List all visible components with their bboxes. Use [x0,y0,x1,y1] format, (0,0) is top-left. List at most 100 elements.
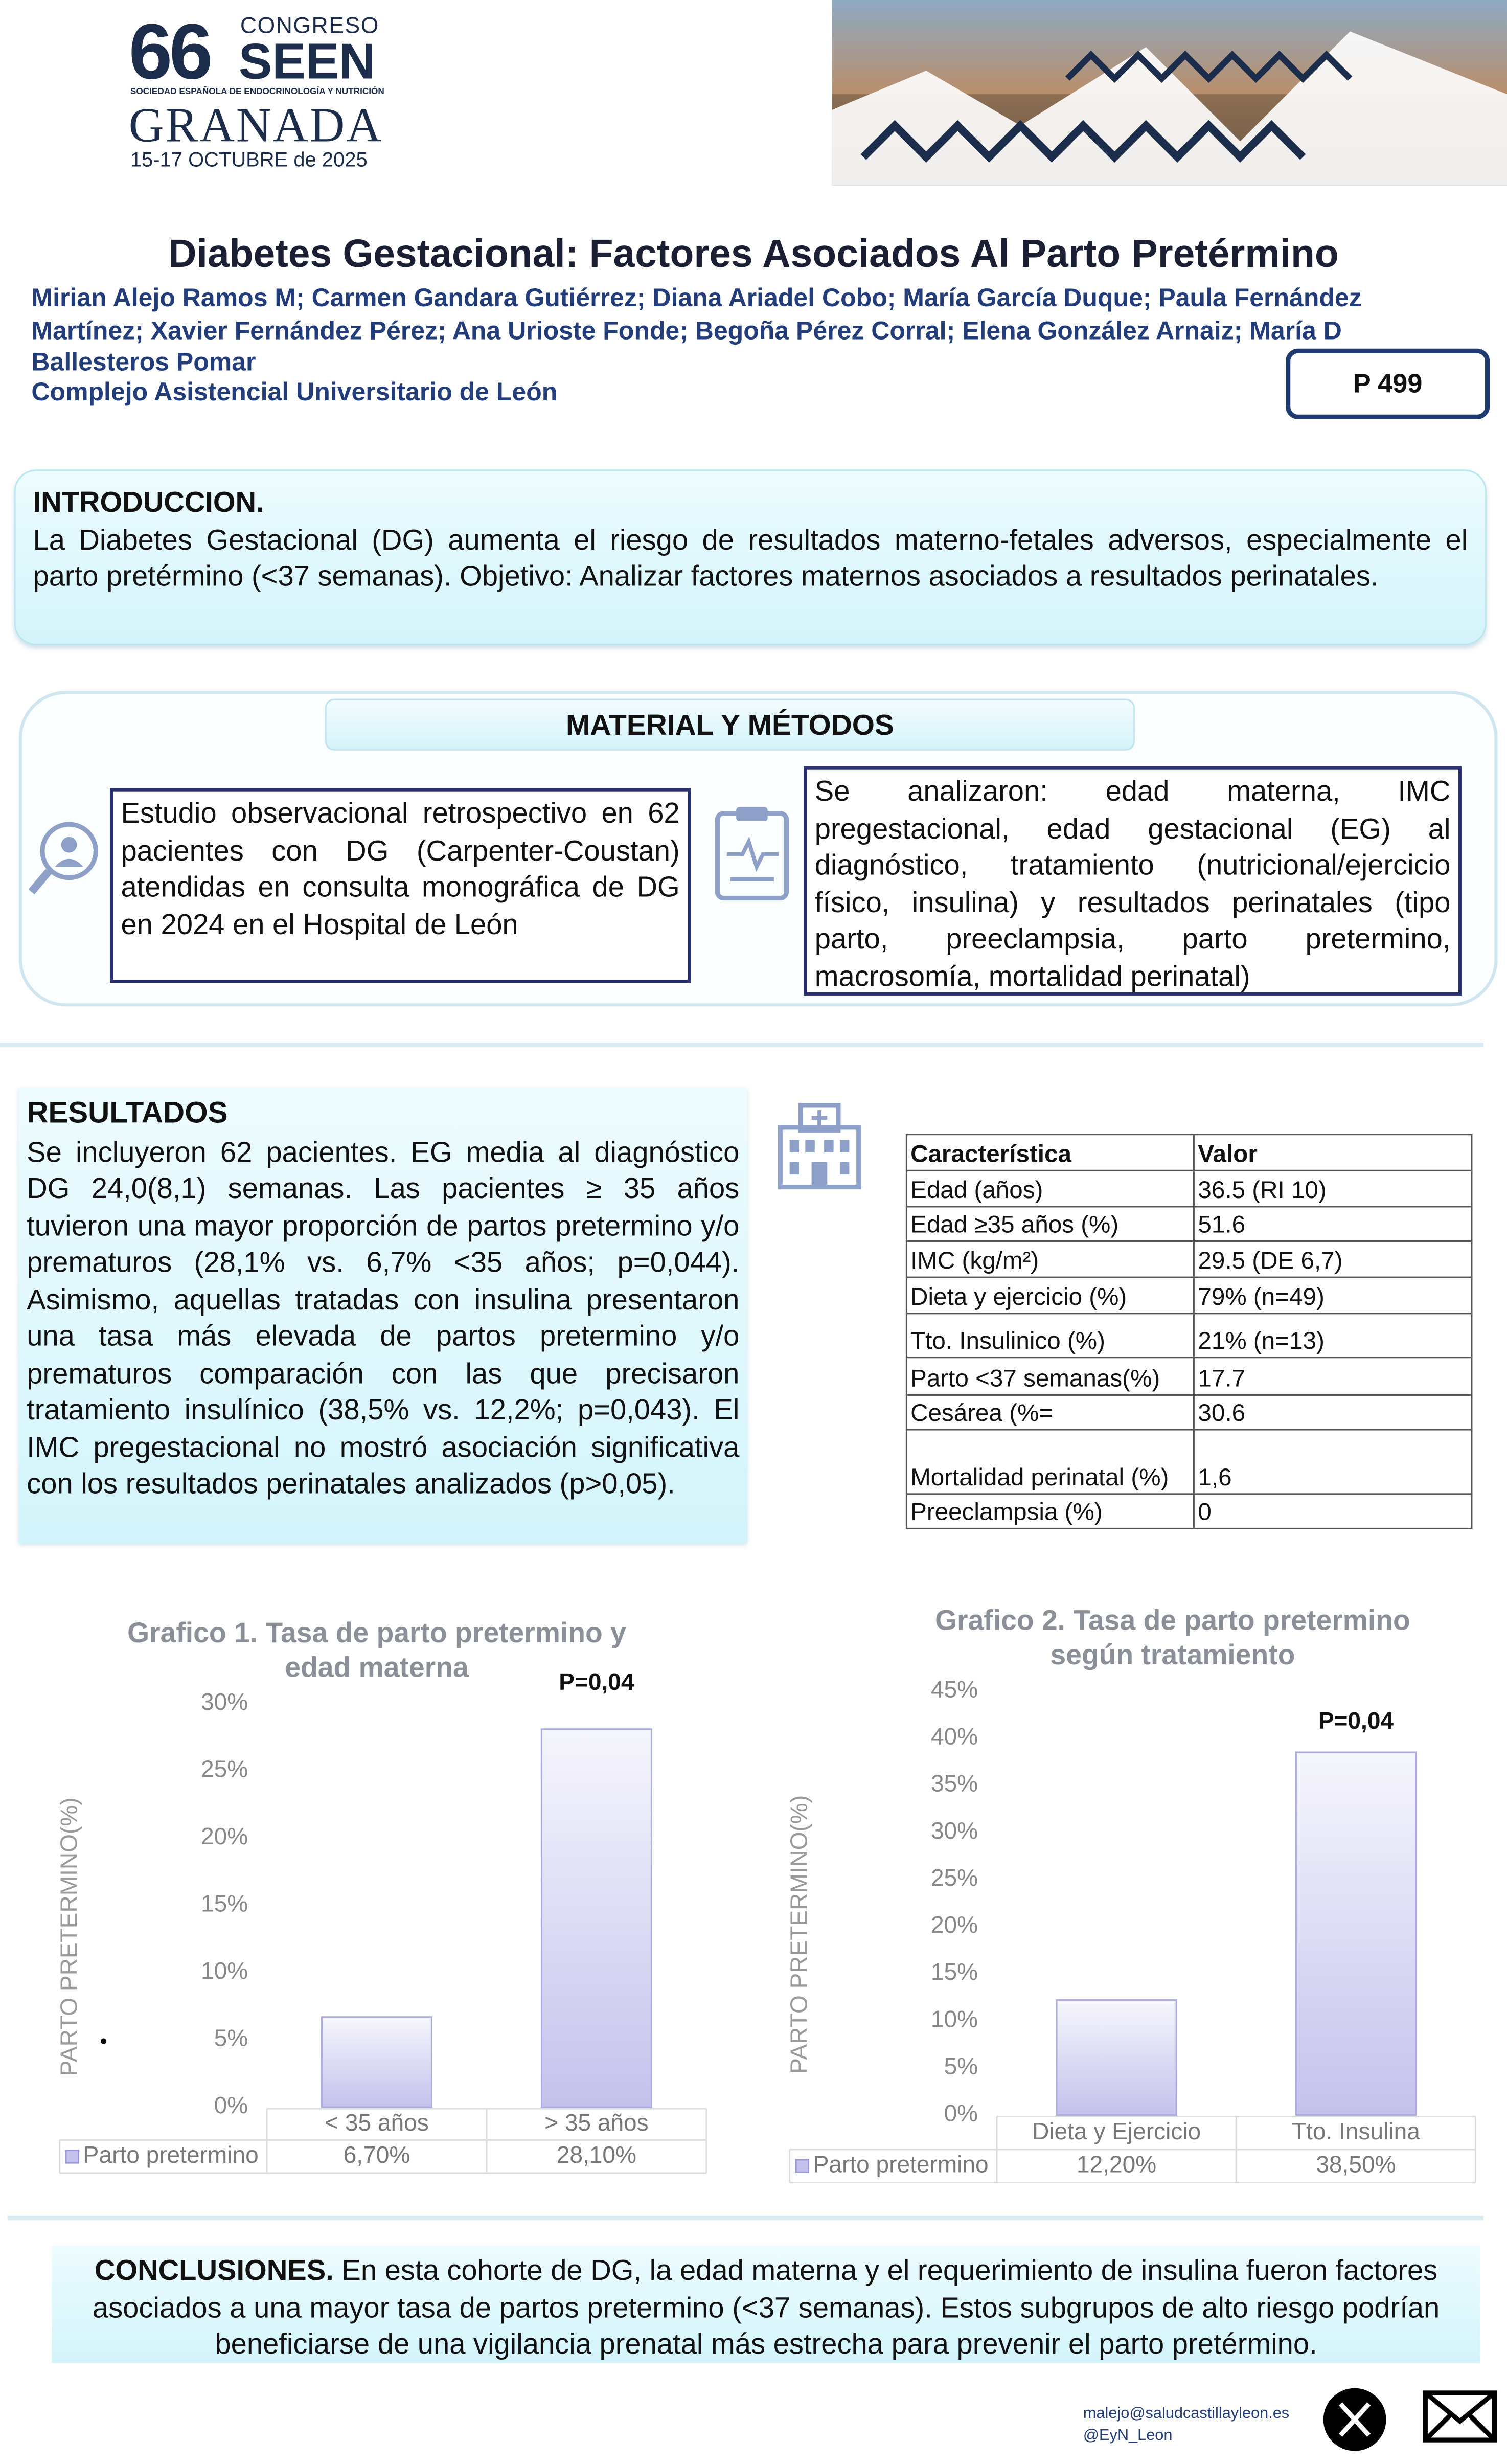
table-cell: 0 [1193,1493,1473,1529]
x-tick-label: < 35 años [325,2109,429,2136]
clipboard-icon [715,807,789,901]
section-heading: RESULTADOS [27,1097,228,1131]
x-icon [1323,2388,1386,2451]
table-cell: Edad ≥35 años (%) [905,1206,1195,1242]
x-tick-label: > 35 años [544,2109,649,2136]
data-table-value: 12,20% [1077,2151,1156,2177]
logo-number: 66 [128,8,213,96]
table-header-cell: Valor [1193,1134,1473,1171]
results: RESULTADOS Se incluyeron 62 pacientes. EG… [18,1088,747,1544]
summary-table: Característica Valor Edad (años) 36.5 (RI 1… [905,1134,1473,1529]
data-table-value: 38,50% [1316,2151,1396,2177]
y-tick-label: 0% [214,2092,248,2118]
mail-icon [1423,2390,1497,2443]
x-tick-label: Dieta y Ejercicio [1032,2118,1201,2144]
logo-dates: 15-17 OCTUBRE de 2025 [130,147,368,171]
table-cell: Dieta y ejercicio (%) [905,1276,1195,1315]
y-tick-label: 35% [931,1770,978,1797]
table-cell: 51.6 [1193,1206,1473,1242]
table-cell: Edad (años) [905,1169,1195,1208]
table-cell: Tto. Insulinico (%) [905,1313,1195,1359]
table-row: Tto. Insulinico (%) 21% (n=13) [905,1313,1473,1359]
y-tick-label: 0% [944,2100,978,2127]
y-axis-label: PARTO PRETERMINO(%) [785,1795,812,2074]
table-cell: 36.5 (RI 10) [1193,1169,1473,1208]
table-row: Edad ≥35 años (%) 51.6 [905,1206,1473,1242]
y-tick-label: 10% [201,1957,248,1984]
table-row: Preeclampsia (%) 0 [905,1493,1473,1529]
table-cell: Cesárea (%= [905,1394,1195,1431]
logo-society: SEEN [238,33,376,90]
legend-label: Parto pretermino [83,2141,259,2168]
logo-society-full: SOCIEDAD ESPAÑOLA DE ENDOCRINOLOGÍA Y NU… [130,87,384,98]
y-tick-label: 25% [201,1756,248,1782]
table-cell: 29.5 (DE 6,7) [1193,1240,1473,1278]
annotation: P=0,04 [1318,1707,1394,1734]
legend-key [795,2159,810,2174]
table-cell: Parto <37 semanas(%) [905,1357,1195,1396]
y-tick-label: 15% [931,1958,978,1985]
table-cell: IMC (kg/m²) [905,1240,1195,1278]
chart-title: Grafico 1. Tasa de parto pretermino y ed… [127,1617,626,1683]
bar [1295,1751,1417,2116]
section-text: Se incluyeron 62 pacientes. EG media al … [27,1134,740,1500]
logo-congress: CONGRESO [240,14,379,39]
methods-left: Estudio observacional retrospectivo en 6… [109,788,691,983]
table-cell: 79% (n=49) [1193,1276,1473,1315]
y-axis-label: PARTO PRETERMINO(%) [55,1797,82,2076]
y-tick-label: 30% [201,1688,248,1715]
table-cell: 30.6 [1193,1394,1473,1431]
stray-bullet [101,2038,107,2044]
section-heading: INTRODUCCION. [33,485,264,518]
bar [1056,1999,1177,2116]
title: Diabetes Gestacional: Factores Asociados… [168,232,1339,277]
chart-title: Grafico 2. Tasa de parto pretermino segú… [935,1604,1410,1671]
divider [8,2215,1483,2221]
y-tick-label: 15% [201,1890,248,1917]
table-row: Cesárea (%= 30.6 [905,1394,1473,1431]
y-tick-label: 10% [931,2005,978,2032]
section-text: La Diabetes Gestacional (DG) aumenta el … [33,522,1468,592]
y-tick-label: 5% [214,2025,248,2051]
section-heading: MATERIAL Y MÉTODOS [325,698,1135,751]
section-text: En esta cohorte de DG, la edad materna y… [92,2253,1440,2360]
table-header-cell: Característica [905,1134,1195,1171]
data-table-value: 28,10% [557,2141,636,2168]
legend-label: Parto pretermino [813,2151,989,2177]
table-row: IMC (kg/m²) 29.5 (DE 6,7) [905,1240,1473,1278]
authors: Mirian Alejo Ramos M; Carmen Gandara Gut… [31,284,1362,377]
y-tick-label: 25% [931,1864,978,1891]
handle: @EyN_Leon [1083,2427,1173,2445]
y-tick-label: 30% [931,1817,978,1844]
bar [321,2016,433,2108]
table-row: Mortalidad perinatal (%) 1,6 [905,1429,1473,1495]
y-tick-label: 20% [201,1823,248,1849]
header-image [832,0,1507,186]
poster-id: P 499 [1286,348,1490,419]
table-row: Edad (años) 36.5 (RI 10) [905,1169,1473,1208]
x-tick-label: Tto. Insulina [1292,2118,1420,2144]
bar [540,1728,652,2108]
divider [0,1043,1483,1048]
table-cell: 21% (n=13) [1193,1313,1473,1359]
y-tick-label: 45% [931,1676,978,1702]
table-cell: Mortalidad perinatal (%) [905,1429,1195,1495]
y-tick-label: 40% [931,1723,978,1750]
table-header-row: Característica Valor [905,1134,1473,1171]
y-tick-label: 20% [931,1911,978,1938]
table-cell: 17.7 [1193,1357,1473,1396]
section-heading: CONCLUSIONES. [94,2253,334,2287]
search-icon [28,822,98,895]
conclusions: CONCLUSIONES. En esta cohorte de DG, la … [52,2245,1480,2363]
y-tick-label: 5% [944,2052,978,2079]
methods-right: Se analizaron: edad materna, IMC pregest… [804,766,1462,996]
table-cell: Preeclampsia (%) [905,1493,1195,1529]
table-row: Parto <37 semanas(%) 17.7 [905,1357,1473,1396]
logo-city: GRANADA [128,97,383,152]
introduction: INTRODUCCION. La Diabetes Gestacional (DG… [14,469,1487,646]
legend-key [65,2149,80,2164]
hospital-icon [778,1103,861,1190]
